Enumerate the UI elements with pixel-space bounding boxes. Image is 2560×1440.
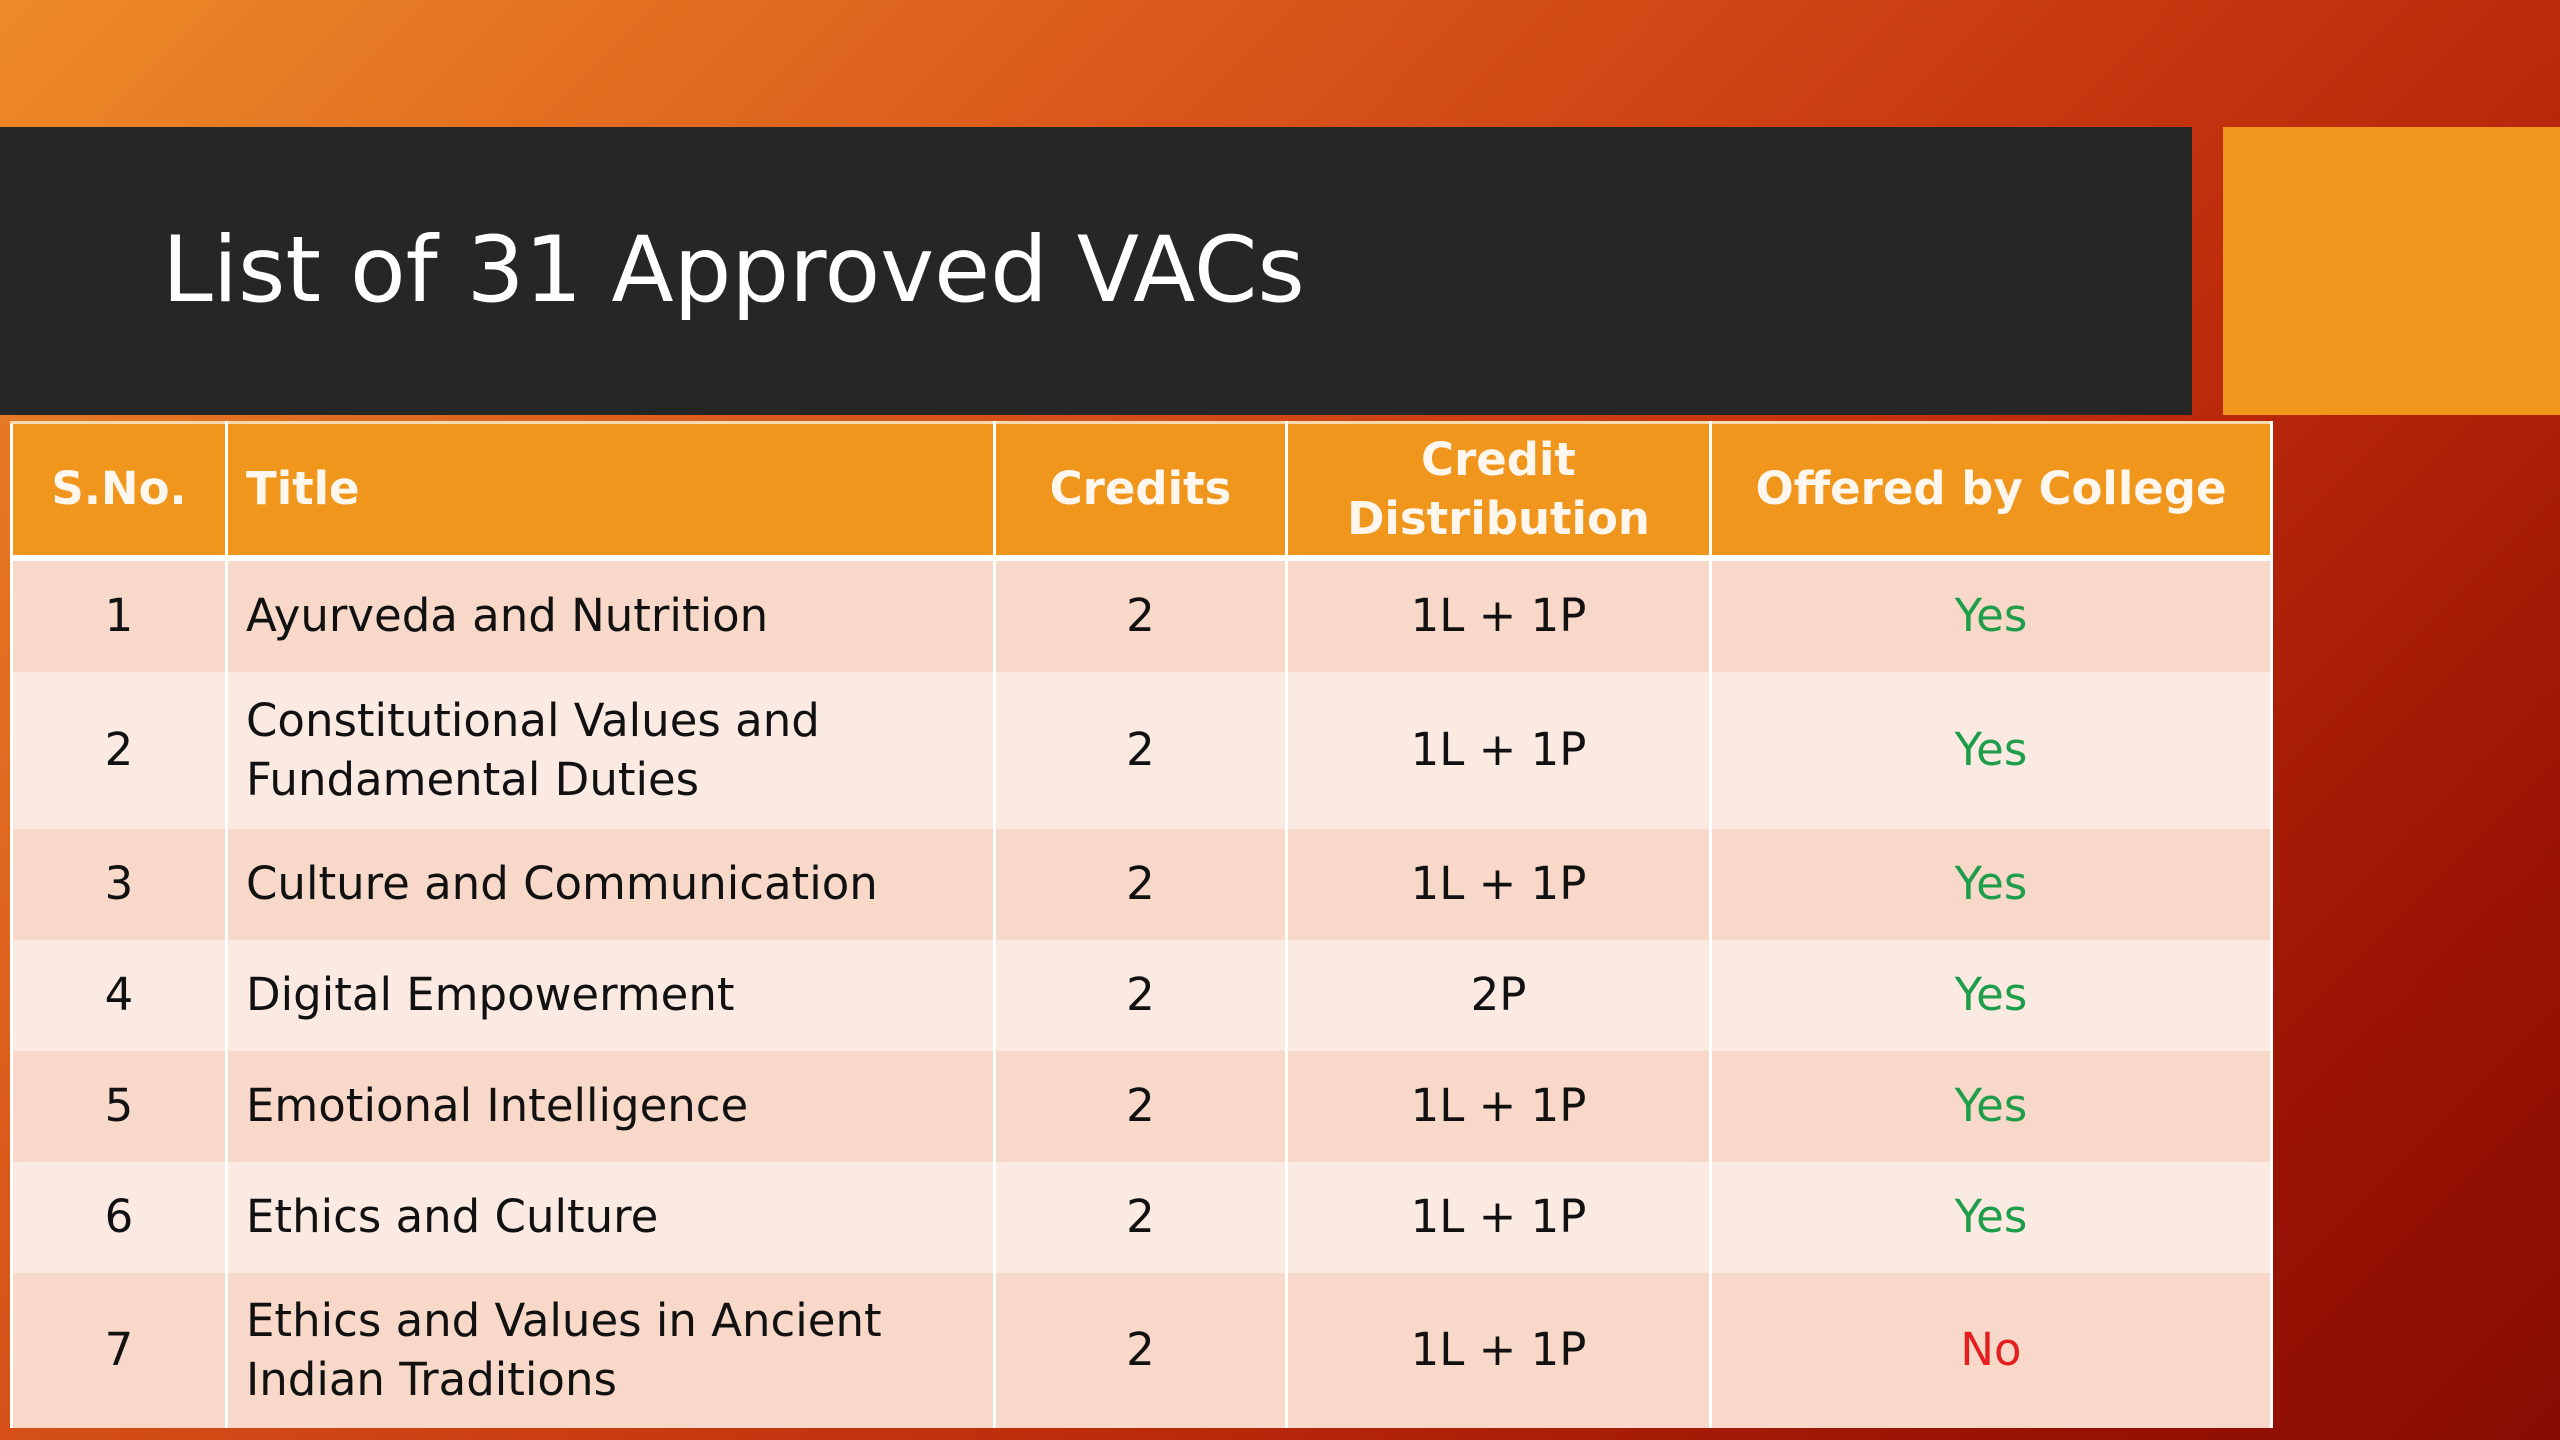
cell-title: Digital Empowerment <box>225 940 996 1051</box>
table-row: 5 Emotional Intelligence 2 1L + 1P Yes <box>10 1051 2273 1162</box>
table-row: 4 Digital Empowerment 2 2P Yes <box>10 940 2273 1051</box>
header-credits: Credits <box>993 421 1288 561</box>
cell-credits: 2 <box>993 940 1288 1051</box>
cell-title: Emotional Intelligence <box>225 1051 996 1162</box>
table-header-row: S.No. Title Credits Credit Distribution … <box>10 421 2273 561</box>
table-row: 3 Culture and Communication 2 1L + 1P Ye… <box>10 829 2273 940</box>
cell-title: Ayurveda and Nutrition <box>225 558 996 672</box>
cell-distribution: 1L + 1P <box>1285 1273 1712 1428</box>
cell-sno: 3 <box>10 829 228 940</box>
header-credit-distribution: Credit Distribution <box>1285 421 1712 561</box>
cell-offered: Yes <box>1709 940 2273 1051</box>
cell-title: Constitutional Values and Fundamental Du… <box>225 672 996 829</box>
cell-credits: 2 <box>993 1273 1288 1428</box>
cell-offered: Yes <box>1709 672 2273 829</box>
table-row: 6 Ethics and Culture 2 1L + 1P Yes <box>10 1162 2273 1273</box>
cell-sno: 5 <box>10 1051 228 1162</box>
accent-block <box>2223 127 2560 415</box>
cell-distribution: 1L + 1P <box>1285 672 1712 829</box>
cell-sno: 7 <box>10 1273 228 1428</box>
cell-title: Ethics and Values in Ancient Indian Trad… <box>225 1273 996 1428</box>
header-sno: S.No. <box>10 421 228 561</box>
title-bar: List of 31 Approved VACs <box>0 127 2192 415</box>
cell-distribution: 2P <box>1285 940 1712 1051</box>
cell-sno: 4 <box>10 940 228 1051</box>
cell-credits: 2 <box>993 1162 1288 1273</box>
cell-offered: Yes <box>1709 558 2273 672</box>
cell-credits: 2 <box>993 558 1288 672</box>
cell-offered: No <box>1709 1273 2273 1428</box>
cell-distribution: 1L + 1P <box>1285 1051 1712 1162</box>
cell-sno: 2 <box>10 672 228 829</box>
cell-sno: 6 <box>10 1162 228 1273</box>
table-row: 1 Ayurveda and Nutrition 2 1L + 1P Yes <box>10 558 2273 672</box>
table-row: 7 Ethics and Values in Ancient Indian Tr… <box>10 1273 2273 1428</box>
cell-credits: 2 <box>993 672 1288 829</box>
cell-distribution: 1L + 1P <box>1285 1162 1712 1273</box>
cell-sno: 1 <box>10 558 228 672</box>
cell-credits: 2 <box>993 1051 1288 1162</box>
cell-offered: Yes <box>1709 829 2273 940</box>
vac-table: S.No. Title Credits Credit Distribution … <box>10 421 2273 1428</box>
table-row: 2 Constitutional Values and Fundamental … <box>10 672 2273 829</box>
header-offered-by-college: Offered by College <box>1709 421 2273 561</box>
cell-title: Culture and Communication <box>225 829 996 940</box>
cell-distribution: 1L + 1P <box>1285 829 1712 940</box>
cell-distribution: 1L + 1P <box>1285 558 1712 672</box>
cell-offered: Yes <box>1709 1051 2273 1162</box>
header-title: Title <box>225 421 996 561</box>
cell-credits: 2 <box>993 829 1288 940</box>
cell-offered: Yes <box>1709 1162 2273 1273</box>
slide-title: List of 31 Approved VACs <box>162 218 1305 323</box>
cell-title: Ethics and Culture <box>225 1162 996 1273</box>
